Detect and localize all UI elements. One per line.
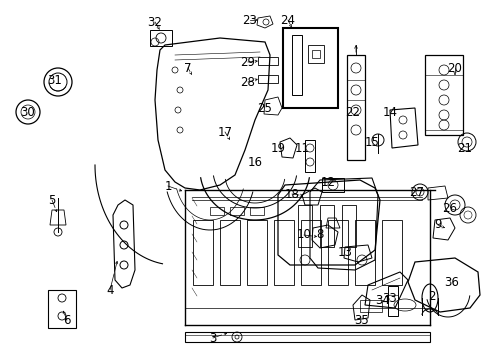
Text: 33: 33 xyxy=(382,292,397,305)
Text: 9: 9 xyxy=(433,219,441,231)
Bar xyxy=(193,220,213,285)
Text: 3: 3 xyxy=(209,332,216,345)
Text: 31: 31 xyxy=(47,73,62,86)
Bar xyxy=(258,57,278,65)
Text: 36: 36 xyxy=(444,275,459,288)
Text: 17: 17 xyxy=(217,126,232,139)
Bar xyxy=(319,205,333,247)
Text: 15: 15 xyxy=(364,135,379,148)
Text: 20: 20 xyxy=(447,62,462,75)
Text: 13: 13 xyxy=(337,246,352,258)
Text: 26: 26 xyxy=(442,202,457,215)
Bar xyxy=(209,207,224,215)
Bar xyxy=(283,28,337,108)
Bar xyxy=(229,207,244,215)
Bar xyxy=(307,45,324,63)
Bar xyxy=(311,50,319,58)
Text: 35: 35 xyxy=(354,314,368,327)
Bar xyxy=(184,332,429,342)
Text: 29: 29 xyxy=(240,55,255,68)
Bar xyxy=(327,220,347,285)
Text: 19: 19 xyxy=(270,141,285,154)
Text: 4: 4 xyxy=(106,284,114,297)
Text: 16: 16 xyxy=(247,156,262,168)
Text: 32: 32 xyxy=(147,15,162,28)
Bar xyxy=(258,75,278,83)
Bar xyxy=(354,220,374,285)
Text: 24: 24 xyxy=(280,13,295,27)
Text: 25: 25 xyxy=(257,102,272,114)
Text: 14: 14 xyxy=(382,105,397,118)
Bar xyxy=(341,205,355,247)
Bar xyxy=(291,35,302,95)
Text: 10: 10 xyxy=(296,229,311,242)
Bar xyxy=(381,220,401,285)
Text: 18: 18 xyxy=(284,188,299,201)
Bar xyxy=(387,286,397,316)
Text: 23: 23 xyxy=(242,13,257,27)
Text: 21: 21 xyxy=(457,141,471,154)
Bar xyxy=(359,300,381,312)
Bar xyxy=(249,207,264,215)
Text: 5: 5 xyxy=(48,194,56,207)
Bar xyxy=(321,178,343,192)
Text: 2: 2 xyxy=(427,289,435,302)
Text: 8: 8 xyxy=(316,229,323,242)
Bar xyxy=(220,220,240,285)
Bar xyxy=(246,220,266,285)
Text: 6: 6 xyxy=(63,314,71,327)
Text: 11: 11 xyxy=(294,141,309,154)
Bar xyxy=(273,220,293,285)
Text: 27: 27 xyxy=(408,185,424,198)
Text: 28: 28 xyxy=(240,76,255,89)
Bar xyxy=(346,55,364,160)
Text: 30: 30 xyxy=(20,105,35,118)
Bar xyxy=(424,55,462,135)
Text: 1: 1 xyxy=(164,180,171,193)
Bar xyxy=(297,205,311,247)
Text: 34: 34 xyxy=(375,293,389,306)
Text: 7: 7 xyxy=(184,62,191,75)
Bar xyxy=(305,140,314,172)
Text: 22: 22 xyxy=(345,107,360,120)
Bar xyxy=(48,290,76,328)
Bar xyxy=(301,220,320,285)
Bar xyxy=(150,30,172,46)
Text: 12: 12 xyxy=(320,176,335,189)
